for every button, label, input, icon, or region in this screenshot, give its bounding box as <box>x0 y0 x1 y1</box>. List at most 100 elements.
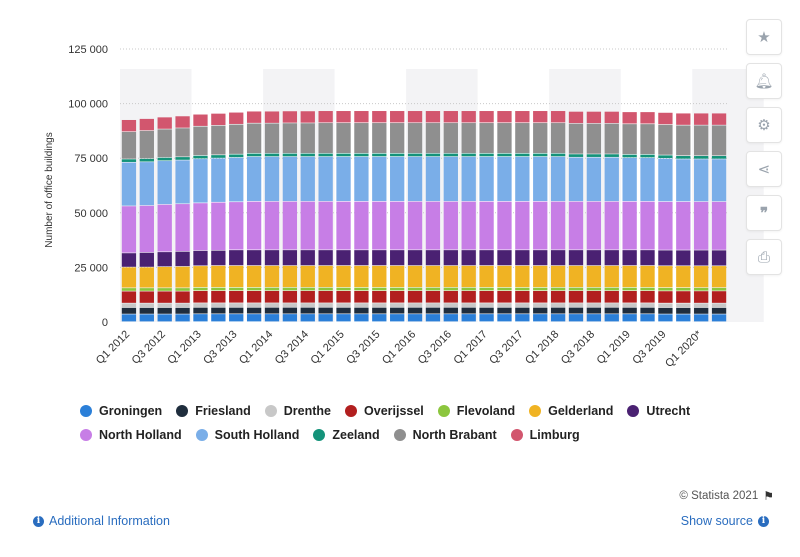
bar-segment[interactable] <box>264 265 280 288</box>
bar-segment[interactable] <box>658 287 673 291</box>
bar-segment[interactable] <box>515 201 530 250</box>
bar-segment[interactable] <box>461 314 476 322</box>
bar-segment[interactable] <box>211 158 226 202</box>
bar-segment[interactable] <box>676 314 691 322</box>
bar-segment[interactable] <box>711 303 727 308</box>
bar-segment[interactable] <box>694 266 709 288</box>
bar-segment[interactable] <box>282 287 298 291</box>
bar-segment[interactable] <box>568 303 584 307</box>
bar-segment[interactable] <box>443 201 458 250</box>
bar-segment[interactable] <box>711 266 727 288</box>
bar-segment[interactable] <box>407 303 423 307</box>
bar-segment[interactable] <box>336 314 351 322</box>
show-source-link[interactable]: Show source i <box>681 514 774 528</box>
legend-item[interactable]: Limburg <box>510 427 580 443</box>
bar-segment[interactable] <box>533 314 548 322</box>
bar-segment[interactable] <box>407 153 423 157</box>
bar-segment[interactable] <box>622 157 637 202</box>
bar-segment[interactable] <box>711 291 727 303</box>
bar-segment[interactable] <box>568 123 584 154</box>
bar-segment[interactable] <box>479 153 494 157</box>
bar-segment[interactable] <box>336 111 351 123</box>
bar-segment[interactable] <box>121 314 137 322</box>
bar-segment[interactable] <box>336 303 351 307</box>
bar-segment[interactable] <box>711 287 727 291</box>
bar-segment[interactable] <box>550 307 566 314</box>
bar-segment[interactable] <box>443 153 458 157</box>
bar-segment[interactable] <box>139 205 154 253</box>
bar-segment[interactable] <box>229 157 244 202</box>
bar-segment[interactable] <box>586 154 602 157</box>
bar-segment[interactable] <box>121 253 137 267</box>
bar-segment[interactable] <box>425 265 441 288</box>
bar-segment[interactable] <box>568 201 584 250</box>
bar-segment[interactable] <box>157 303 172 308</box>
bar-segment[interactable] <box>354 287 369 291</box>
bar-segment[interactable] <box>211 155 226 158</box>
bar-segment[interactable] <box>586 265 602 288</box>
bar-segment[interactable] <box>246 287 262 291</box>
bar-segment[interactable] <box>622 303 637 307</box>
bar-segment[interactable] <box>264 123 280 154</box>
bar-segment[interactable] <box>425 307 441 314</box>
bar-segment[interactable] <box>568 111 584 124</box>
bar-segment[interactable] <box>479 156 494 202</box>
bar-segment[interactable] <box>372 265 387 288</box>
bar-segment[interactable] <box>372 153 387 157</box>
bar-segment[interactable] <box>533 287 548 291</box>
bar-segment[interactable] <box>139 158 154 162</box>
bar-segment[interactable] <box>139 118 154 131</box>
bar-segment[interactable] <box>246 201 262 250</box>
bar-segment[interactable] <box>121 267 137 288</box>
bar-segment[interactable] <box>390 250 405 266</box>
bar-segment[interactable] <box>354 307 369 314</box>
bar-segment[interactable] <box>658 314 673 322</box>
bar-segment[interactable] <box>193 250 208 266</box>
bar-segment[interactable] <box>586 111 602 124</box>
bar-segment[interactable] <box>246 265 262 288</box>
bar-segment[interactable] <box>640 157 655 202</box>
bar-segment[interactable] <box>229 202 244 250</box>
bar-segment[interactable] <box>318 265 333 288</box>
bar-segment[interactable] <box>461 307 476 314</box>
bar-segment[interactable] <box>425 153 441 157</box>
bar-segment[interactable] <box>568 265 584 288</box>
bar-segment[interactable] <box>479 287 494 291</box>
bar-segment[interactable] <box>407 156 423 202</box>
bar-segment[interactable] <box>211 250 226 266</box>
bar-segment[interactable] <box>533 250 548 266</box>
bar-segment[interactable] <box>479 307 494 314</box>
bar-segment[interactable] <box>533 303 548 307</box>
bar-segment[interactable] <box>354 303 369 307</box>
bar-segment[interactable] <box>354 111 369 123</box>
bar-segment[interactable] <box>175 291 190 303</box>
share-button[interactable]: ⋖ <box>746 151 782 187</box>
bar-segment[interactable] <box>640 201 655 250</box>
bar-segment[interactable] <box>264 303 280 307</box>
bar-segment[interactable] <box>586 201 602 250</box>
bar-segment[interactable] <box>443 123 458 154</box>
bar-segment[interactable] <box>443 314 458 322</box>
bar-segment[interactable] <box>711 113 727 125</box>
bar-segment[interactable] <box>318 111 333 123</box>
bar-segment[interactable] <box>139 252 154 267</box>
bar-segment[interactable] <box>211 202 226 250</box>
bar-segment[interactable] <box>622 154 637 158</box>
bar-segment[interactable] <box>694 307 709 314</box>
bar-segment[interactable] <box>157 314 172 322</box>
bar-segment[interactable] <box>336 153 351 157</box>
bar-segment[interactable] <box>568 290 584 303</box>
bar-segment[interactable] <box>157 129 172 158</box>
bar-segment[interactable] <box>193 314 208 322</box>
bar-segment[interactable] <box>175 204 190 252</box>
bar-segment[interactable] <box>550 265 566 288</box>
bar-segment[interactable] <box>282 201 298 250</box>
print-button[interactable]: ⎙ <box>746 239 782 275</box>
bar-segment[interactable] <box>676 125 691 156</box>
bar-segment[interactable] <box>246 290 262 303</box>
bar-segment[interactable] <box>604 303 619 307</box>
bar-segment[interactable] <box>550 314 566 322</box>
bar-segment[interactable] <box>694 159 709 202</box>
bar-segment[interactable] <box>497 314 512 322</box>
bar-segment[interactable] <box>568 287 584 291</box>
